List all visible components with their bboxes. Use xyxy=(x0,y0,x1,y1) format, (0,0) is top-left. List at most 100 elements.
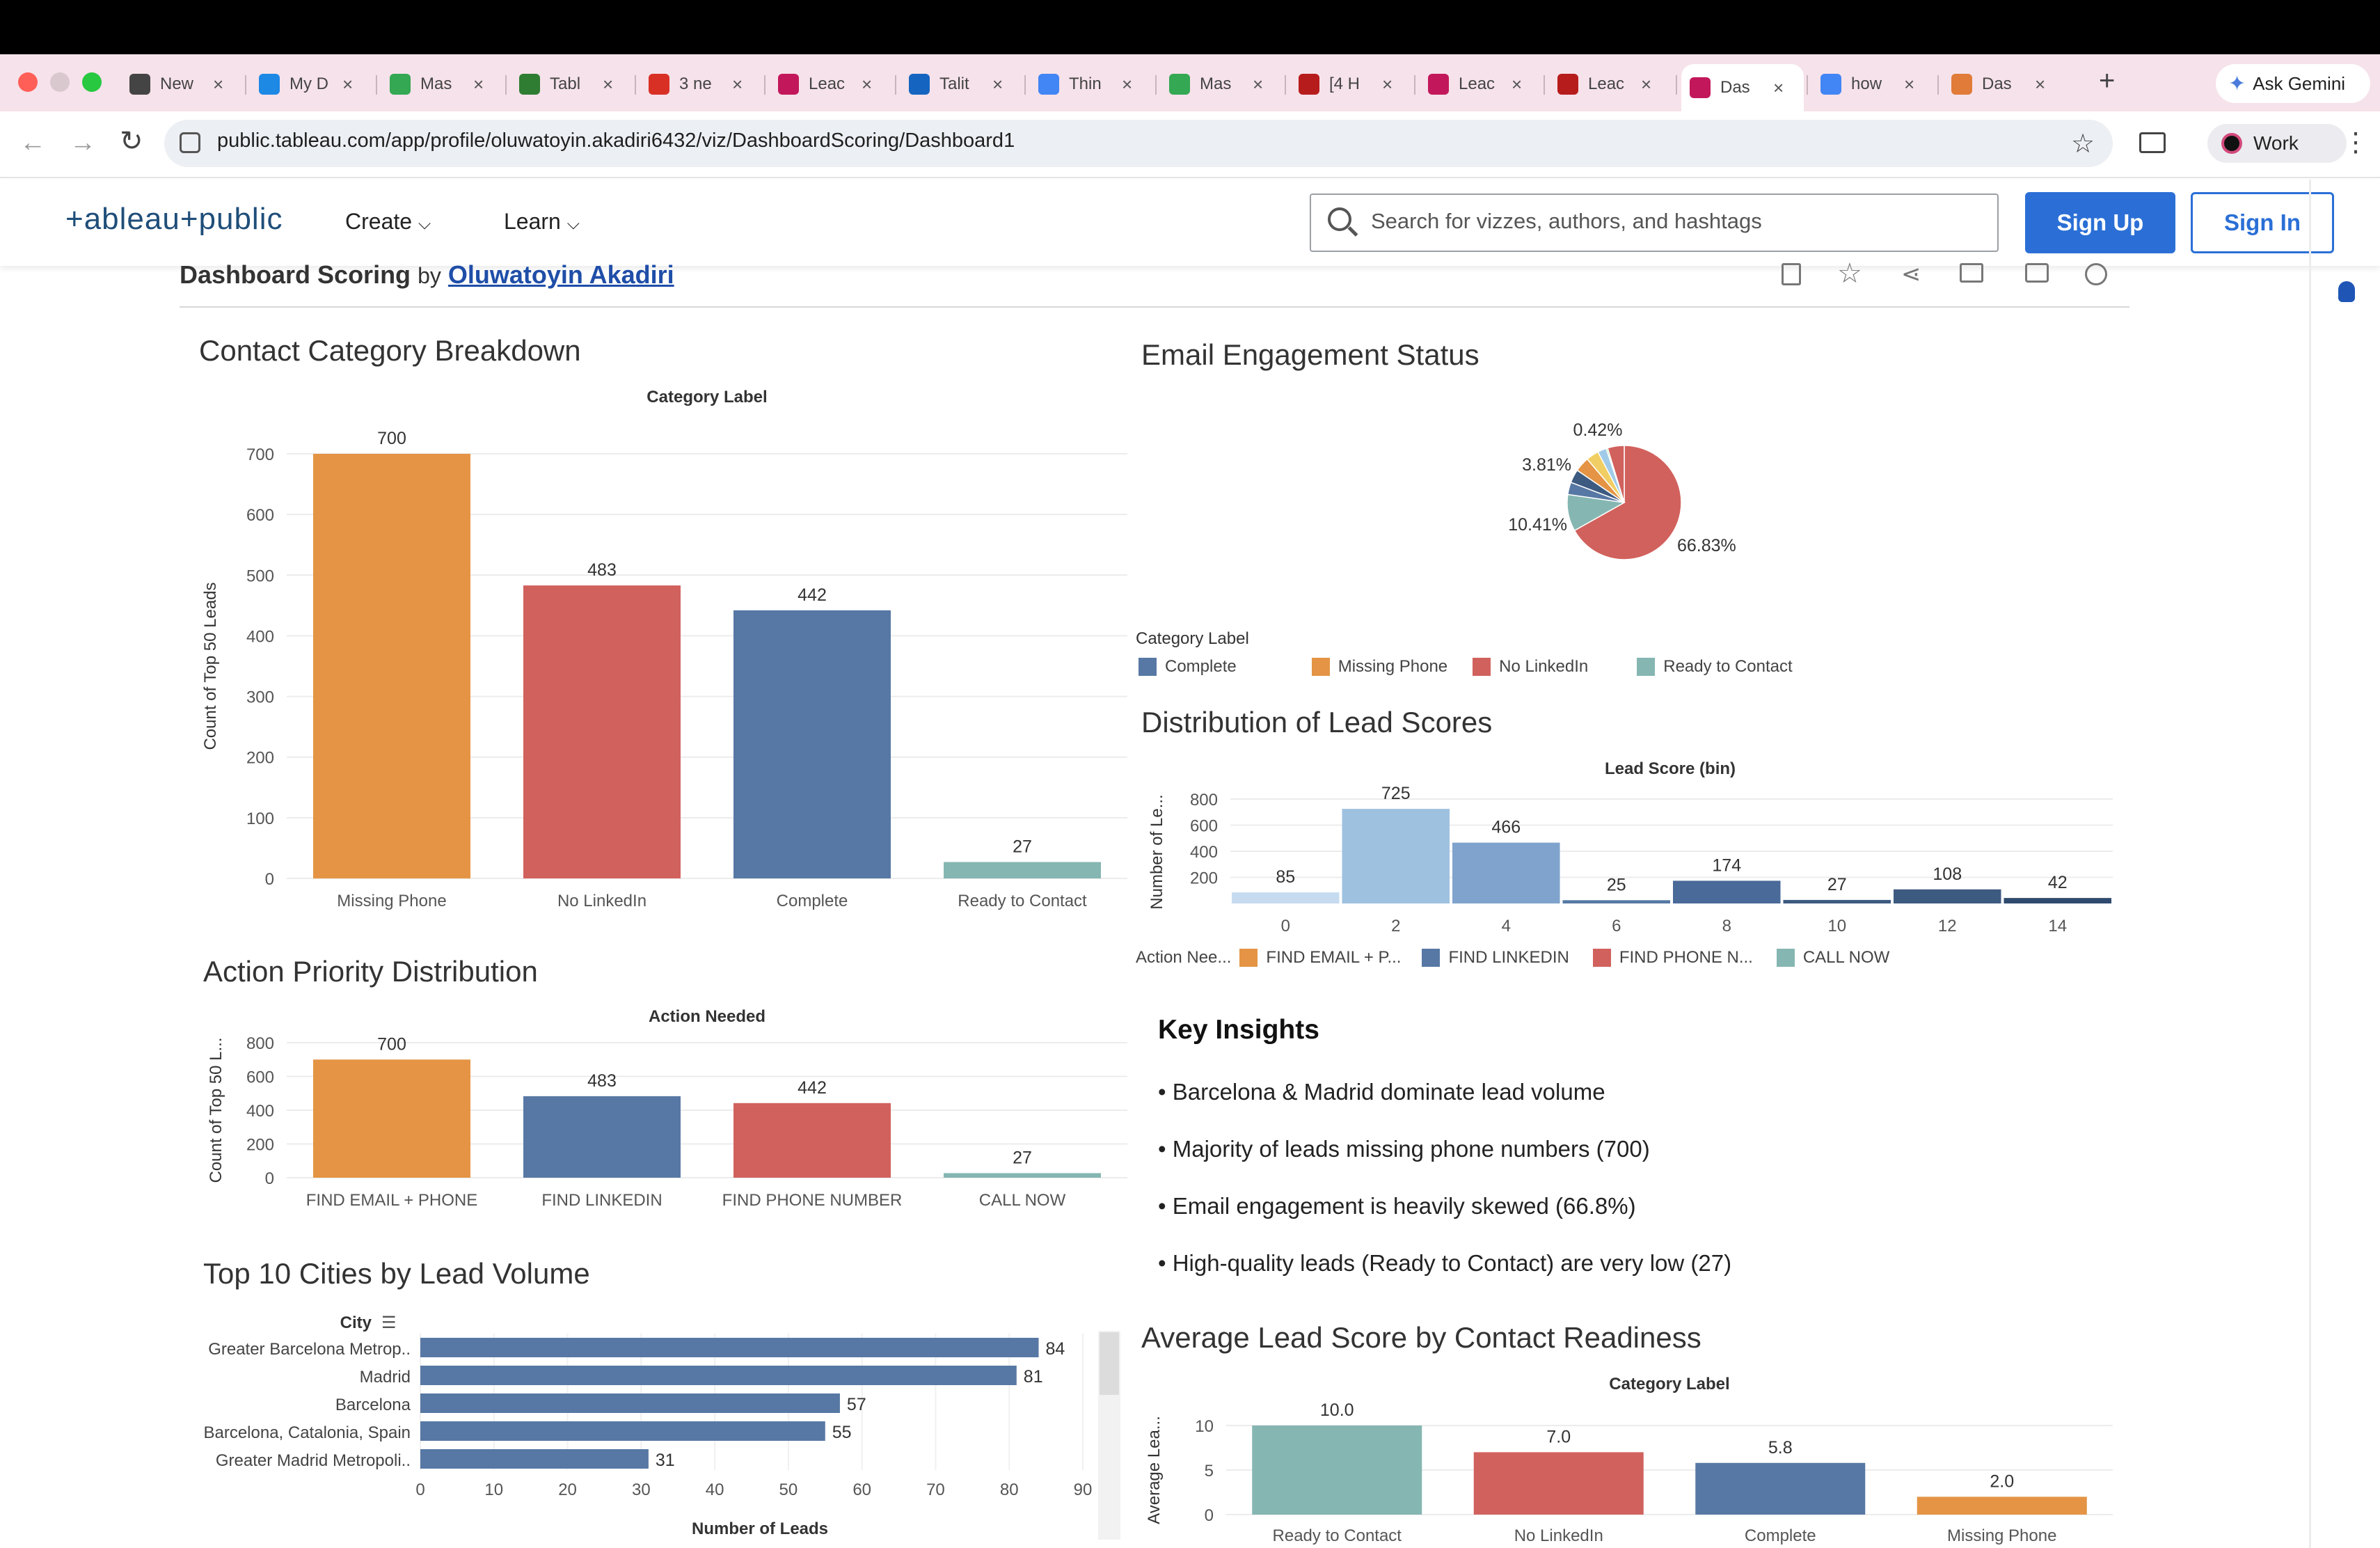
lightbulb-icon[interactable] xyxy=(2338,281,2355,302)
histogram-bar[interactable] xyxy=(1783,899,1891,903)
minimize-window-button[interactable] xyxy=(50,72,70,92)
bar[interactable] xyxy=(313,454,470,878)
pie-slice[interactable] xyxy=(1607,445,1625,503)
tab-close-icon[interactable]: × xyxy=(1904,73,1915,95)
histogram-bar[interactable] xyxy=(1452,842,1560,903)
city-list-scroll-thumb[interactable] xyxy=(1100,1332,1119,1395)
copy-icon[interactable] xyxy=(1782,263,1801,285)
tab-close-icon[interactable]: × xyxy=(1382,73,1393,95)
bar[interactable] xyxy=(1252,1425,1422,1515)
y-axis-title: Average Lea... xyxy=(1145,1416,1164,1524)
tab-close-icon[interactable]: × xyxy=(473,73,484,95)
bar[interactable] xyxy=(523,1096,681,1178)
browser-tab[interactable]: [4 H × xyxy=(1290,64,1413,104)
tab-close-icon[interactable]: × xyxy=(732,73,743,95)
reload-icon[interactable]: ↻ xyxy=(120,126,143,157)
browser-tab[interactable]: Leac × xyxy=(1420,64,1542,104)
bar[interactable] xyxy=(944,862,1101,878)
bar[interactable] xyxy=(523,585,681,878)
pie-slice[interactable] xyxy=(1573,445,1682,560)
author-link[interactable]: Oluwatoyin Akadiri xyxy=(447,260,674,289)
city-bar[interactable] xyxy=(420,1366,1017,1385)
forward-arrow-icon[interactable]: → xyxy=(70,128,96,157)
browser-tab[interactable]: how × xyxy=(1812,64,1935,104)
tab-close-icon[interactable]: × xyxy=(1773,77,1784,98)
info-icon[interactable] xyxy=(2085,263,2107,285)
bookmark-star-icon[interactable]: ☆ xyxy=(2071,129,2095,159)
browser-tab[interactable]: Talit × xyxy=(901,64,1023,104)
share-icon[interactable]: ⋖ xyxy=(1901,261,1921,287)
browser-tab[interactable]: New × xyxy=(121,64,244,104)
browser-menu-icon[interactable]: ⋮ xyxy=(2342,128,2369,157)
new-tab-button[interactable]: + xyxy=(2099,65,2116,96)
browser-tab[interactable]: Tabl × xyxy=(511,64,633,104)
back-arrow-icon[interactable]: ← xyxy=(19,128,46,157)
tab-close-icon[interactable]: × xyxy=(342,73,354,95)
browser-tab[interactable]: Das × xyxy=(1681,64,1804,111)
bar[interactable] xyxy=(1917,1496,2087,1515)
download-icon[interactable] xyxy=(1960,263,1983,283)
browser-tab[interactable]: 3 ne × xyxy=(640,64,763,104)
legend-item[interactable]: Complete xyxy=(1139,657,1237,677)
zoom-window-button[interactable] xyxy=(82,72,102,92)
tab-close-icon[interactable]: × xyxy=(213,73,224,95)
tab-close-icon[interactable]: × xyxy=(2035,73,2046,95)
browser-tab[interactable]: Mas × xyxy=(381,64,504,104)
legend-label: Complete xyxy=(1165,657,1237,676)
legend-item[interactable]: CALL NOW xyxy=(1776,948,1889,968)
y-axis-title: Count of Top 50 Leads xyxy=(201,582,220,750)
action-legend-items: FIND EMAIL + P... FIND LINKEDIN FIND PHONE… xyxy=(1239,948,1889,968)
search-input[interactable] xyxy=(1310,194,1999,252)
tab-close-icon[interactable]: × xyxy=(1641,73,1652,95)
ask-gemini-button[interactable]: ✦ Ask Gemini xyxy=(2216,64,2370,103)
chart-column-header: Category Label xyxy=(1609,1375,1729,1393)
tab-close-icon[interactable]: × xyxy=(1512,73,1523,95)
comments-icon[interactable] xyxy=(2025,263,2049,283)
tableau-public-logo[interactable]: +ableau+public xyxy=(65,202,283,236)
histogram-bar[interactable] xyxy=(2004,898,2112,903)
bar[interactable] xyxy=(1695,1462,1866,1515)
legend-item[interactable]: No LinkedIn xyxy=(1473,657,1588,677)
close-window-button[interactable] xyxy=(18,72,38,92)
tab-close-icon[interactable]: × xyxy=(1122,73,1133,95)
legend-item[interactable]: FIND EMAIL + P... xyxy=(1239,948,1401,968)
tab-close-icon[interactable]: × xyxy=(603,73,614,95)
favorite-star-icon[interactable]: ☆ xyxy=(1837,258,1862,289)
nav-learn[interactable]: Learn ⌵ xyxy=(504,209,580,235)
site-info-icon[interactable] xyxy=(180,132,200,153)
city-bar[interactable] xyxy=(420,1393,840,1413)
city-bar[interactable] xyxy=(420,1338,1039,1357)
tab-search-icon[interactable] xyxy=(2139,132,2166,153)
bar[interactable] xyxy=(313,1059,470,1178)
profile-button[interactable]: Work xyxy=(2207,124,2347,163)
legend-item[interactable]: Missing Phone xyxy=(1311,657,1447,677)
city-bar[interactable] xyxy=(420,1449,649,1469)
histogram-bar[interactable] xyxy=(1562,900,1671,903)
legend-item[interactable]: FIND LINKEDIN xyxy=(1422,948,1569,968)
chart-title: Action Priority Distribution xyxy=(203,955,538,988)
legend-item[interactable]: Ready to Contact xyxy=(1637,657,1793,677)
city-label: Greater Barcelona Metrop.. xyxy=(208,1340,411,1359)
sign-up-button[interactable]: Sign Up xyxy=(2025,192,2175,253)
bar[interactable] xyxy=(944,1173,1101,1178)
histogram-bar[interactable] xyxy=(1342,809,1450,903)
nav-create[interactable]: Create ⌵ xyxy=(345,209,431,235)
tab-close-icon[interactable]: × xyxy=(862,73,873,95)
histogram-bar[interactable] xyxy=(1673,880,1781,903)
bar[interactable] xyxy=(733,610,891,878)
browser-tab[interactable]: Mas × xyxy=(1161,64,1283,104)
browser-tab[interactable]: My D × xyxy=(251,64,373,104)
tab-close-icon[interactable]: × xyxy=(1253,73,1264,95)
legend-item[interactable]: FIND PHONE N... xyxy=(1592,948,1753,968)
browser-tab[interactable]: Das × xyxy=(1943,64,2065,104)
address-bar[interactable] xyxy=(164,120,2113,167)
browser-tab[interactable]: Leac × xyxy=(770,64,892,104)
city-bar[interactable] xyxy=(420,1421,825,1441)
histogram-bar[interactable] xyxy=(1894,889,2001,903)
browser-tab[interactable]: Thin × xyxy=(1030,64,1152,104)
tab-close-icon[interactable]: × xyxy=(992,73,1003,95)
bar[interactable] xyxy=(733,1103,891,1178)
bar[interactable] xyxy=(1473,1452,1644,1515)
browser-tab[interactable]: Leac × xyxy=(1549,64,1672,104)
histogram-bar[interactable] xyxy=(1232,892,1340,903)
